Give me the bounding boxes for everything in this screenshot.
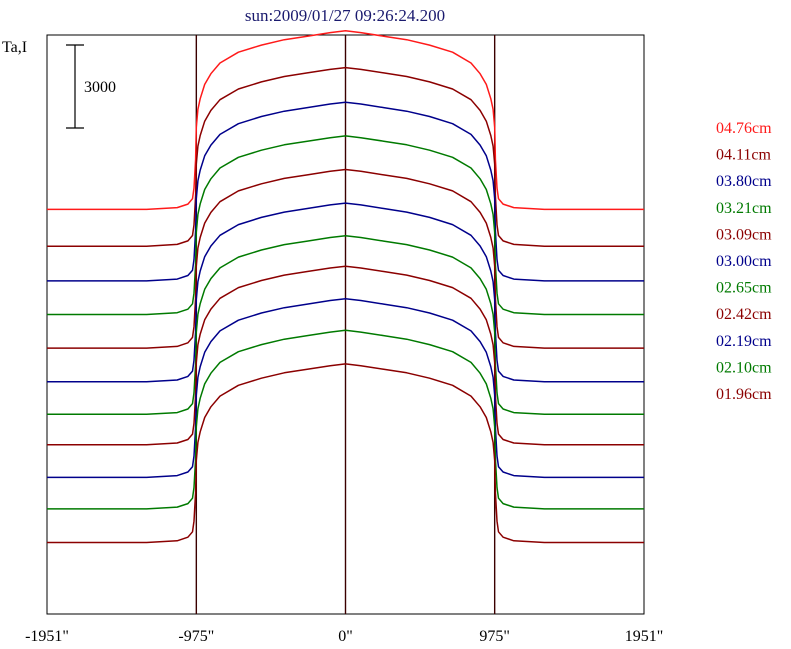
scale-bar-label: 3000 <box>84 79 116 96</box>
x-tick-labels: -1951" -975" 0" 975" 1951" <box>25 628 663 645</box>
legend-entry: 03.21cm <box>716 200 772 217</box>
legend-entry: 01.96cm <box>716 386 772 403</box>
legend-entry: 02.19cm <box>716 333 772 350</box>
legend-entry: 04.76cm <box>716 120 772 137</box>
x-tick-label: -1951" <box>25 628 69 645</box>
x-tick-label: 0" <box>338 628 353 645</box>
y-axis-label: Ta,I <box>2 39 27 56</box>
legend-entry: 03.09cm <box>716 226 772 243</box>
x-tick-label: -975" <box>178 628 214 645</box>
legend-entry: 03.00cm <box>716 253 772 270</box>
series-line-02.10cm <box>47 329 644 510</box>
legend-entry: 02.42cm <box>716 306 772 323</box>
legend-entry: 02.10cm <box>716 359 772 376</box>
legend: 04.76cm 04.11cm 03.80cm 03.21cm 03.09cm 03.00… <box>716 120 772 403</box>
x-tick-label: 975" <box>479 628 510 645</box>
x-tick-label: 1951" <box>625 628 664 645</box>
series-line-04.11cm <box>47 66 644 247</box>
chart-title: sun:2009/01/27 09:26:24.200 <box>245 6 445 25</box>
legend-entry: 03.80cm <box>716 173 772 190</box>
scale-bar: 3000 <box>66 44 116 129</box>
reference-lines <box>195 35 496 614</box>
series-line-03.21cm <box>47 135 644 316</box>
series-lines <box>47 30 644 544</box>
series-line-01.96cm <box>47 363 644 544</box>
legend-entry: 04.11cm <box>716 147 772 164</box>
series-line-03.09cm <box>47 168 644 349</box>
series-line-03.80cm <box>47 101 644 282</box>
series-line-04.76cm <box>47 30 644 211</box>
legend-entry: 02.65cm <box>716 280 772 297</box>
